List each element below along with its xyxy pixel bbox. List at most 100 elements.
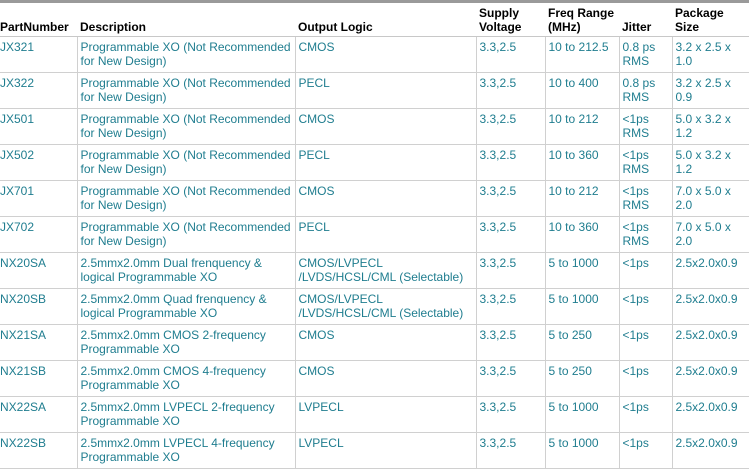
table-cell: <1ps [618,288,673,325]
table-cell: <1ps [618,432,673,469]
table-cell: 3.3,2.5 [475,360,546,397]
table-row: JX501 Programmable XO (Not Recommended fo… [0,108,749,145]
table-cell: 2.5x2.0x0.9 [671,288,749,325]
column-header: Supply Voltage [476,3,545,37]
table-cell: Programmable XO (Not Recommended for New… [76,72,296,109]
table-cell: 10 to 212 [544,108,620,145]
table-cell: 2.5mmx2.0mm Dual frenquency & logical Pr… [76,252,296,289]
table-cell: <1ps [618,252,673,289]
table-row: NX21SA 2.5mmx2.0mm CMOS 2-frequency Progr… [0,324,749,361]
product-table: PartNumber Description Output Logic Supply … [0,3,749,469]
table-cell: 7.0 x 5.0 x 2.0 [671,216,749,253]
table-row: JX702 Programmable XO (Not Recommended fo… [0,216,749,253]
table-cell: 10 to 400 [544,72,620,109]
table-cell: 5 to 1000 [544,288,620,325]
table-cell: 0.8 ps RMS [618,36,673,73]
table-cell: 2.5x2.0x0.9 [671,432,749,469]
table-cell: 2.5mmx2.0mm LVPECL 4-frequency Programma… [76,432,296,469]
table-cell: 3.2 x 2.5 x 1.0 [671,36,749,73]
table-cell: PECL [294,216,477,253]
table-cell: 0.8 ps RMS [618,72,673,109]
table-cell: 5 to 1000 [544,396,620,433]
table-cell: JX501 [0,108,78,145]
table-cell: 3.3,2.5 [475,324,546,361]
table-cell: NX21SA [0,324,78,361]
table-cell: 5 to 1000 [544,252,620,289]
column-header: Output Logic [295,3,476,37]
table-cell: 5 to 250 [544,324,620,361]
table-row: NX21SB 2.5mmx2.0mm CMOS 4-frequency Progr… [0,360,749,397]
table-cell: 3.2 x 2.5 x 0.9 [671,72,749,109]
table-row: JX502 Programmable XO (Not Recommended fo… [0,144,749,181]
table-cell: 5.0 x 3.2 x 1.2 [671,144,749,181]
table-cell: 3.3,2.5 [475,216,546,253]
table-cell: CMOS/LVPECL /LVDS/HCSL/CML (Selectable) [294,252,477,289]
table-cell: CMOS [294,36,477,73]
table-cell: 3.3,2.5 [475,36,546,73]
table-cell: Programmable XO (Not Recommended for New… [76,36,296,73]
table-cell: 2.5mmx2.0mm Quad frenquency & logical Pr… [76,288,296,325]
table-cell: 5.0 x 3.2 x 1.2 [671,108,749,145]
table-cell: 3.3,2.5 [475,108,546,145]
table-cell: Programmable XO (Not Recommended for New… [76,216,296,253]
table-cell: Programmable XO (Not Recommended for New… [76,144,296,181]
table-cell: Programmable XO (Not Recommended for New… [76,180,296,217]
table-cell: JX701 [0,180,78,217]
table-cell: <1ps RMS [618,216,673,253]
table-row: JX701 Programmable XO (Not Recommended fo… [0,180,749,217]
header-row: PartNumber Description Output Logic Supply … [0,3,749,37]
table-cell: CMOS [294,324,477,361]
column-header: Jitter [619,3,672,37]
table-cell: 2.5x2.0x0.9 [671,252,749,289]
table-cell: 5 to 1000 [544,432,620,469]
table-cell: NX20SB [0,288,78,325]
table-cell: <1ps [618,360,673,397]
table-cell: <1ps [618,324,673,361]
column-header: Freq Range (MHz) [545,3,619,37]
table-cell: <1ps RMS [618,108,673,145]
table-cell: NX21SB [0,360,78,397]
table-row: JX321 Programmable XO (Not Recommended fo… [0,36,749,73]
table-cell: CMOS [294,180,477,217]
table-cell: <1ps [618,396,673,433]
table-cell: CMOS/LVPECL /LVDS/HCSL/CML (Selectable) [294,288,477,325]
table-cell: JX702 [0,216,78,253]
table-cell: <1ps RMS [618,180,673,217]
table-cell: NX22SA [0,396,78,433]
table-row: NX20SB 2.5mmx2.0mm Quad frenquency & logi… [0,288,749,325]
table-cell: 3.3,2.5 [475,180,546,217]
table-cell: JX321 [0,36,78,73]
table-cell: 2.5mmx2.0mm LVPECL 2-frequency Programma… [76,396,296,433]
table-cell: CMOS [294,108,477,145]
table-body: JX321 Programmable XO (Not Recommended fo… [0,36,749,469]
column-header: Description [77,3,295,37]
table-cell: 10 to 360 [544,144,620,181]
table-row: NX22SB 2.5mmx2.0mm LVPECL 4-frequency Pro… [0,432,749,469]
table-cell: 2.5x2.0x0.9 [671,324,749,361]
column-header: PartNumber [0,3,77,37]
table-cell: 3.3,2.5 [475,144,546,181]
table-cell: 10 to 212 [544,180,620,217]
table-cell: 3.3,2.5 [475,432,546,469]
table-cell: 2.5x2.0x0.9 [671,396,749,433]
table-row: JX322 Programmable XO (Not Recommended fo… [0,72,749,109]
table-cell: JX502 [0,144,78,181]
table-cell: JX322 [0,72,78,109]
table-cell: 10 to 212.5 [544,36,620,73]
table-cell: 10 to 360 [544,216,620,253]
table-cell: 3.3,2.5 [475,72,546,109]
table-cell: 3.3,2.5 [475,252,546,289]
table-row: NX22SA 2.5mmx2.0mm LVPECL 2-frequency Pro… [0,396,749,433]
table-cell: 2.5x2.0x0.9 [671,360,749,397]
table-cell: 2.5mmx2.0mm CMOS 2-frequency Programmabl… [76,324,296,361]
table-cell: NX22SB [0,432,78,469]
table-cell: 7.0 x 5.0 x 2.0 [671,180,749,217]
table-cell: <1ps RMS [618,144,673,181]
table-cell: PECL [294,144,477,181]
table-row: NX20SA 2.5mmx2.0mm Dual frenquency & logi… [0,252,749,289]
table-cell: CMOS [294,360,477,397]
table-cell: LVPECL [294,432,477,469]
table-cell: PECL [294,72,477,109]
table-cell: NX20SA [0,252,78,289]
